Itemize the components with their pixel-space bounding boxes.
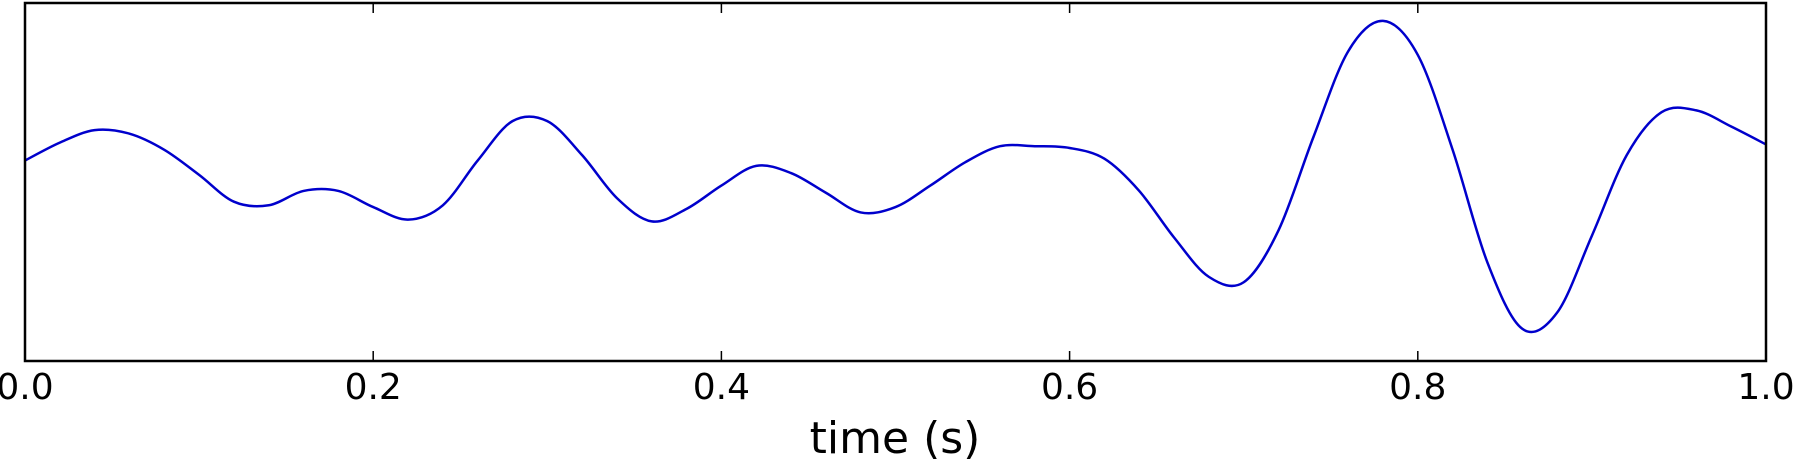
- x-tick-label: 0.2: [345, 367, 402, 408]
- plot-frame: [23, 1, 1768, 363]
- line-series: [24, 19, 1767, 334]
- x-tick-label: 0.0: [0, 367, 54, 408]
- x-tick-label: 0.6: [1041, 367, 1098, 408]
- x-tick-label: 1.0: [1737, 367, 1794, 408]
- x-tick-label: 0.8: [1389, 367, 1446, 408]
- x-axis-label: time (s): [810, 413, 981, 464]
- x-tick-label: 0.4: [693, 367, 750, 408]
